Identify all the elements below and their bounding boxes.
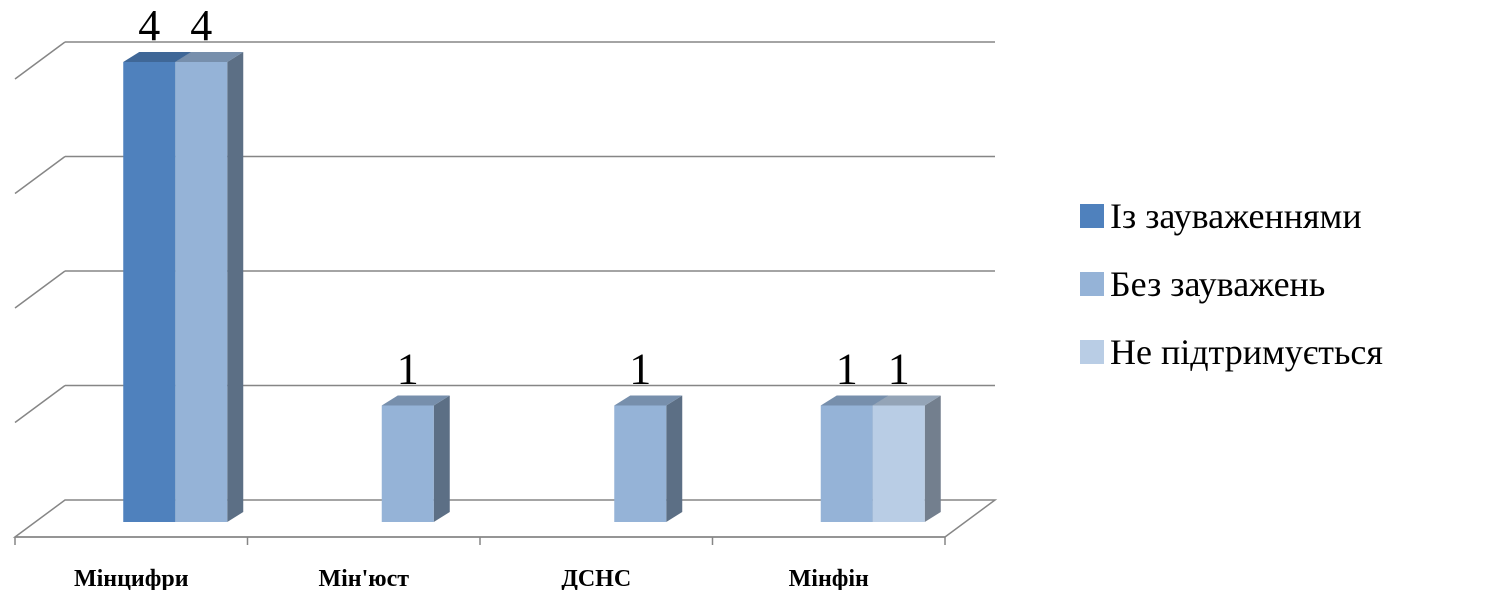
bar-side: [433, 395, 450, 522]
bar: [175, 62, 228, 522]
x-tick-label: ДСНС: [561, 566, 631, 590]
bar-side: [666, 395, 683, 522]
x-tick-label: Мінцифри: [74, 566, 189, 590]
bar-top: [820, 395, 889, 406]
bar-top: [872, 395, 941, 406]
bar: [123, 62, 176, 522]
x-tick-label: Мін'юст: [318, 566, 409, 590]
bar-top: [123, 52, 192, 62]
gridline-side: [14, 270, 66, 309]
data-label: 1: [629, 345, 651, 394]
legend-swatch: [1080, 204, 1104, 228]
chart-bars: [123, 52, 941, 522]
bar-top: [175, 52, 244, 62]
bar: [820, 405, 873, 522]
data-label: 4: [190, 1, 212, 50]
legend-label: Із зауваженнями: [1110, 196, 1362, 236]
bar: [614, 405, 667, 522]
legend-swatch: [1080, 340, 1104, 364]
gridline-side: [14, 155, 66, 195]
bar: [381, 405, 434, 522]
gridline-side: [14, 384, 66, 424]
bar: [872, 405, 925, 522]
data-label: 4: [138, 1, 160, 50]
legend-label: Без зауважень: [1110, 264, 1325, 304]
legend-label: Не підтримується: [1110, 332, 1383, 372]
data-label: 1: [888, 345, 910, 394]
chart-legend: Із зауваженнями Без зауважень Не підтримує…: [1080, 196, 1383, 372]
gridline-side: [14, 41, 66, 80]
bar-top: [614, 395, 683, 406]
data-label: 1: [836, 345, 858, 394]
bar-side: [924, 395, 941, 522]
x-tick-label: Мінфін: [789, 566, 869, 590]
data-label: 1: [397, 345, 419, 394]
legend-swatch: [1080, 272, 1104, 296]
bar-top: [381, 395, 450, 406]
bar-side: [227, 52, 244, 522]
